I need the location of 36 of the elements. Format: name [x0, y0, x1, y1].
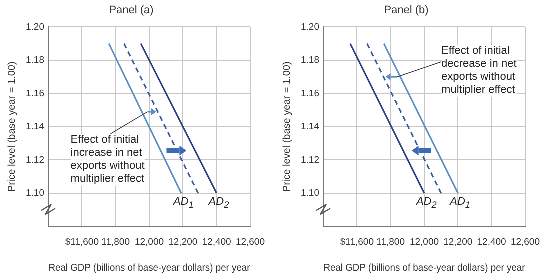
- series-label: AD$_{2}$: [208, 196, 230, 211]
- x-tick-label: $11,600: [65, 236, 99, 248]
- y-tick-label: 1.20: [26, 22, 44, 33]
- chart-title: Panel (b): [384, 4, 429, 17]
- y-axis-title: Price level (base year = 1.00): [282, 62, 293, 192]
- series-label: AD$_{2}$: [416, 196, 437, 211]
- x-tick-label: 12,000: [410, 236, 440, 248]
- y-tick-label: 1.14: [26, 122, 44, 133]
- y-tick-label: 1.12: [300, 154, 320, 166]
- x-tick-label: 11,800: [102, 236, 130, 248]
- y-tick-label: 1.18: [300, 55, 320, 66]
- x-tick-label: 12,200: [168, 236, 198, 248]
- chart-title: Panel (a): [109, 4, 154, 17]
- x-tick-label: 11,800: [376, 236, 405, 248]
- x-tick-label: 12,400: [477, 236, 506, 248]
- x-tick-label: 12,200: [444, 236, 473, 248]
- x-axis-title: Real GDP (billions of base-year dollars) per year: [324, 262, 526, 274]
- x-tick-label: 12,600: [510, 236, 540, 248]
- series-label: AD$_{1}$: [450, 196, 471, 211]
- x-tick-label: $11,600: [340, 236, 374, 248]
- x-tick-label: 12,400: [202, 236, 232, 248]
- annotation: Effect of initial increase in net exports without multiplier effect: [70, 134, 145, 186]
- y-tick-label: 1.20: [300, 22, 320, 33]
- y-tick-label: 1.18: [26, 55, 44, 66]
- y-tick-label: 1.10: [26, 188, 44, 199]
- series-label: AD$_{1}$: [173, 196, 194, 211]
- y-tick-label: 1.10: [300, 188, 320, 199]
- y-tick-label: 1.16: [300, 88, 320, 100]
- annotation: Effect of initial decrease in net exports without multiplier effect: [442, 45, 517, 98]
- x-axis-title: Real GDP (billions of base-year dollars) per year: [48, 262, 251, 274]
- y-tick-label: 1.16: [26, 88, 44, 100]
- y-tick-label: 1.12: [26, 154, 44, 166]
- x-tick-label: 12,600: [236, 236, 266, 248]
- y-axis-title: Price level (base year = 1.00): [6, 62, 18, 192]
- x-tick-label: 12,000: [134, 236, 164, 248]
- y-tick-label: 1.14: [300, 122, 320, 133]
